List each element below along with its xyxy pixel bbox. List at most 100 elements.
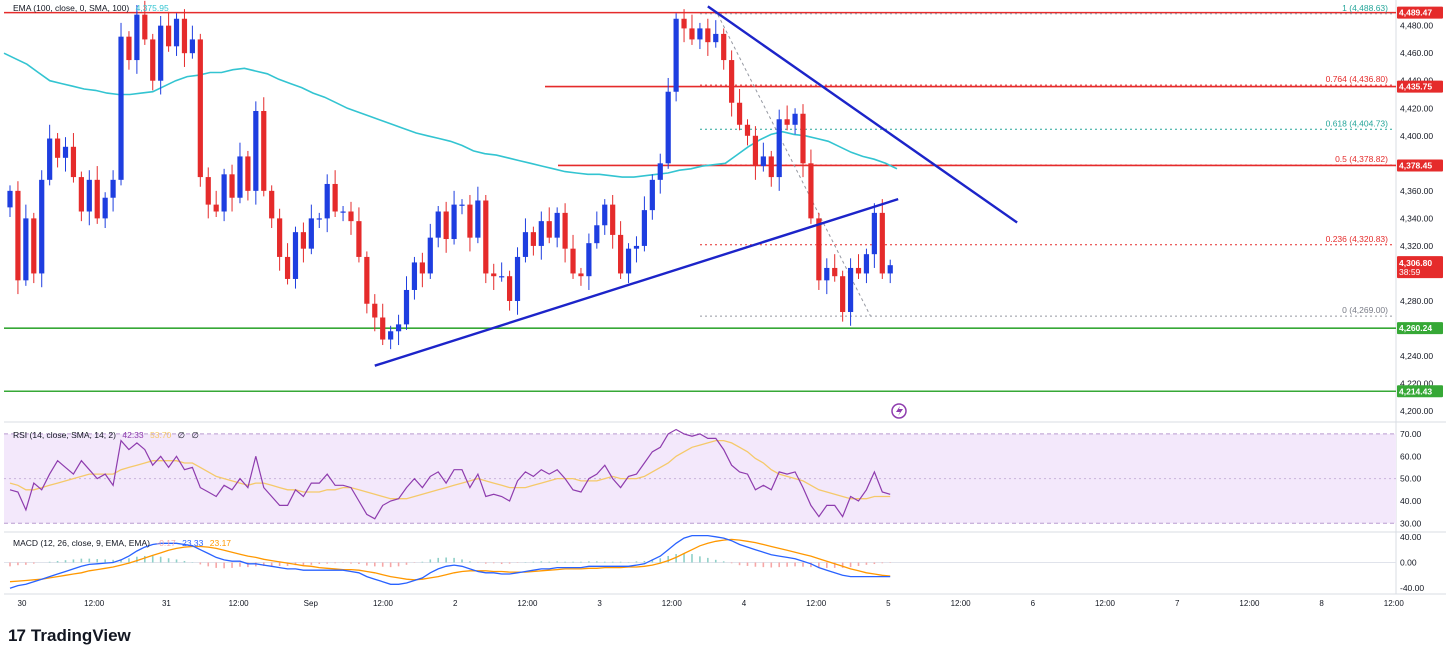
- candle: [538, 211, 544, 260]
- fib-level: 0.236 (4,320.83): [700, 234, 1392, 246]
- time-tick-label: 12:00: [951, 599, 972, 608]
- candle: [94, 166, 100, 224]
- time-axis: 30 12:00 31 12:00 Sep 12:00 2 12:00 3 12:00 4 12:00…: [18, 599, 1405, 608]
- fib-label: 0.5 (4,378.82): [1335, 154, 1388, 164]
- candle-body: [602, 204, 608, 226]
- candle: [284, 243, 291, 285]
- time-tick-label: 5: [886, 599, 891, 608]
- candle-body: [451, 204, 457, 240]
- level-price-label: 4,435.75: [1399, 82, 1432, 92]
- candle: [816, 212, 822, 290]
- candle-body: [261, 111, 267, 191]
- candle: [308, 204, 314, 255]
- candle: [514, 247, 521, 315]
- candle-body: [633, 245, 640, 249]
- candle-body: [522, 232, 529, 257]
- rsi-legend-zero: ∅: [177, 430, 186, 440]
- candle: [78, 171, 84, 222]
- candle-body: [372, 303, 378, 318]
- candle: [784, 105, 790, 131]
- candle: [316, 212, 322, 229]
- price-y-axis: 4,480.004,460.004,440.004,420.004,400.00…: [1400, 21, 1433, 416]
- macd-tick-label: -40.00: [1400, 583, 1424, 593]
- candle: [300, 222, 307, 263]
- level-price-tag: [1397, 159, 1443, 172]
- candle-body: [546, 221, 552, 238]
- candle: [451, 190, 457, 245]
- candle-body: [467, 204, 473, 238]
- rsi-tick-label: 50.00: [1400, 474, 1422, 484]
- time-tick-label: 12:00: [229, 599, 250, 608]
- candle: [427, 223, 433, 279]
- price-tick-label: 4,200.00: [1400, 406, 1433, 416]
- level-price-label: 4,489.47: [1399, 8, 1432, 18]
- candle-body: [15, 190, 21, 281]
- candle: [522, 218, 529, 263]
- fib-label: 1 (4,488.63): [1342, 3, 1388, 13]
- level-price-label: 4,378.45: [1399, 160, 1432, 170]
- candle: [205, 167, 211, 219]
- ema-legend-value: 4,375.95: [135, 3, 169, 13]
- fib-level: 0.618 (4,404.73): [700, 118, 1392, 130]
- candle-body: [31, 218, 37, 274]
- candle: [681, 9, 687, 43]
- rsi-legend: RSI (14, close, SMA, 14, 2) 42.33 53.70 …: [13, 430, 199, 441]
- candle-body: [173, 18, 180, 47]
- candle-body: [324, 183, 330, 219]
- candle-body: [47, 138, 53, 180]
- candle: [7, 185, 13, 218]
- macd-tick-label: 40.00: [1400, 532, 1422, 542]
- candle: [332, 170, 338, 218]
- candle-body: [832, 267, 838, 277]
- candle-body: [253, 111, 259, 191]
- candle: [134, 5, 140, 74]
- time-tick-label: 12:00: [517, 599, 538, 608]
- candle: [380, 303, 386, 346]
- candle: [506, 270, 513, 311]
- candle: [871, 203, 877, 268]
- candle-body: [118, 36, 124, 180]
- macd-signal-line: [9, 538, 891, 583]
- time-tick-label: 30: [18, 599, 27, 608]
- candle-body: [649, 179, 655, 211]
- candle-body: [657, 163, 663, 180]
- level-4,260.24: 4,260.24: [4, 322, 1443, 335]
- candle-body: [744, 124, 751, 136]
- candle-body: [142, 14, 148, 40]
- candle-body: [78, 177, 84, 212]
- candle: [213, 190, 219, 218]
- rsi-tick-label: 30.00: [1400, 518, 1422, 528]
- candle: [808, 149, 814, 224]
- candle: [633, 236, 640, 263]
- price-tick-label: 4,480.00: [1400, 21, 1433, 31]
- candle-body: [554, 212, 560, 238]
- macd-line: [9, 534, 891, 589]
- candle-body: [491, 273, 497, 277]
- candle-body: [697, 28, 703, 40]
- candle-body: [776, 119, 782, 178]
- candle: [721, 28, 727, 70]
- trendline-rising-support: [374, 197, 899, 367]
- candle-body: [824, 267, 830, 281]
- candle-body: [316, 218, 322, 220]
- candle-body: [840, 276, 846, 312]
- level-4,214.43: 4,214.43: [4, 385, 1443, 398]
- flash-icon-bolt: [896, 406, 903, 416]
- candle-body: [689, 28, 695, 40]
- candle: [197, 33, 203, 187]
- candle: [150, 33, 156, 91]
- candle-body: [752, 135, 759, 167]
- fib-diagonal: [717, 14, 871, 317]
- candle-body: [784, 119, 790, 125]
- candle: [47, 124, 53, 186]
- candle-body: [760, 156, 766, 167]
- candle: [729, 50, 735, 117]
- fib-level: 0.5 (4,378.82): [700, 154, 1392, 166]
- candle: [435, 205, 441, 248]
- candle: [340, 205, 346, 222]
- tradingview-brand[interactable]: 17 TradingView: [8, 626, 131, 646]
- level-price-tag: [1397, 6, 1443, 19]
- candle: [443, 201, 449, 253]
